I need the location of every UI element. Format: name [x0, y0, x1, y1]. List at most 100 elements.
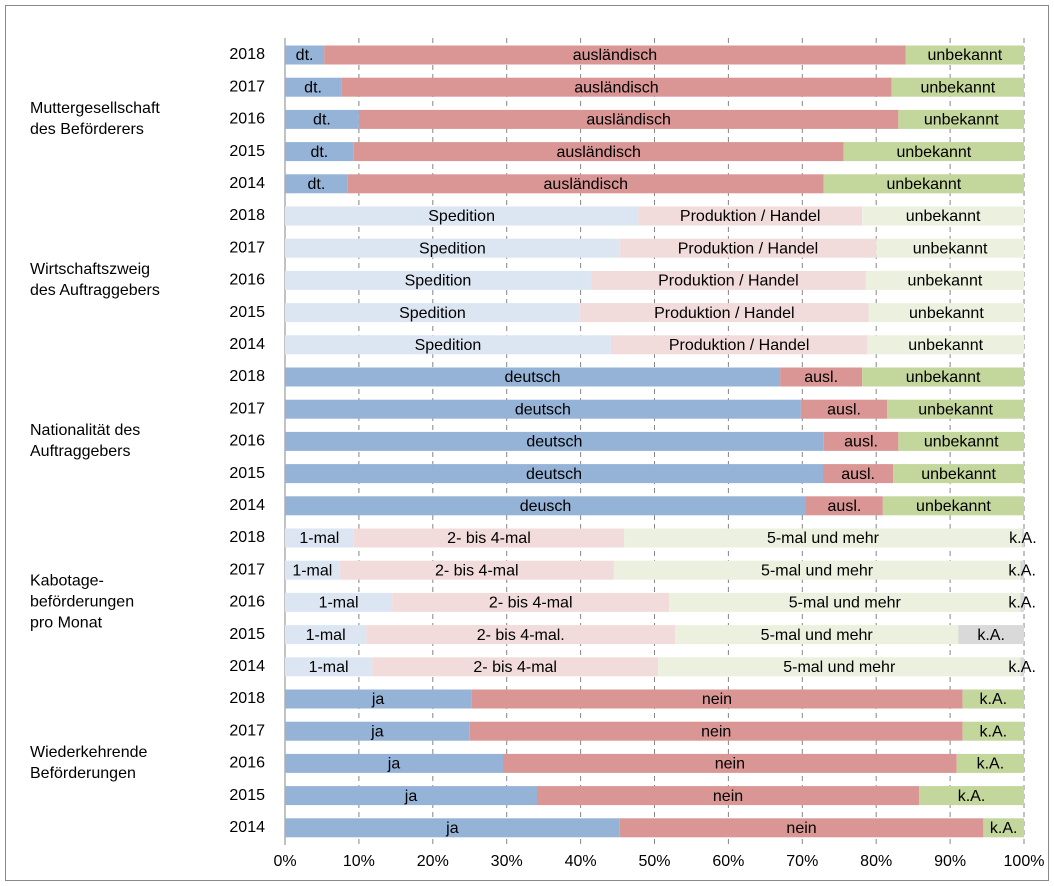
segment-label: unbekannt: [921, 466, 996, 483]
segment-label: ausl.: [827, 401, 861, 418]
segment-label: unbekannt: [916, 498, 991, 515]
bar-segment: [865, 270, 1024, 290]
bar-segment: [898, 109, 1024, 129]
x-tick-label: 90%: [934, 853, 966, 870]
bar-segment: [358, 109, 899, 129]
bar-segment: [285, 335, 611, 355]
segment-label: k.A.: [980, 723, 1008, 740]
x-tick-label: 20%: [417, 853, 449, 870]
x-tick-label: 60%: [712, 853, 744, 870]
bar-segment: [341, 77, 892, 97]
segment-label: Spedition: [415, 337, 482, 354]
bar-segment: [658, 657, 1021, 677]
segment-label: ausländisch: [556, 144, 641, 161]
bar-segment: [285, 303, 580, 323]
segment-label: deutsch: [526, 434, 582, 451]
x-tick-label: 10%: [343, 853, 375, 870]
segment-label: 5-mal und mehr: [761, 562, 874, 579]
bar-segment: [392, 592, 670, 612]
y-tick-label: 2017: [229, 78, 265, 95]
bar-segment: [285, 592, 393, 612]
bar-segment: [862, 206, 1024, 226]
bar-segment: [339, 560, 614, 580]
segment-label: 2- bis 4-mal: [489, 595, 573, 612]
bar-segment: [285, 399, 801, 419]
segment-label: dt.: [313, 112, 331, 129]
segment-label: ja: [370, 723, 384, 740]
segment-label: k.A.: [977, 627, 1005, 644]
segment-label: nein: [786, 820, 816, 837]
group-label: des Auftraggebers: [30, 282, 160, 299]
bar-segment: [285, 464, 823, 484]
bar-segment: [324, 45, 906, 65]
bar-segment: [1020, 560, 1024, 580]
x-tick-label: 70%: [786, 853, 818, 870]
bar-segment: [822, 464, 894, 484]
segment-label: 5-mal und mehr: [789, 595, 902, 612]
y-tick-label: 2014: [229, 819, 265, 836]
x-tick-label: 40%: [565, 853, 597, 870]
segment-label: Produktion / Handel: [669, 337, 810, 354]
segment-label: 5-mal und mehr: [783, 659, 896, 676]
segment-label: nein: [713, 788, 743, 805]
bar-segment: [867, 335, 1024, 355]
segment-label: k.A.: [980, 691, 1008, 708]
segment-label: ausl.: [804, 369, 838, 386]
segment-label: unbekannt: [920, 79, 995, 96]
y-tick-label: 2016: [229, 433, 265, 450]
segment-label: Spedition: [399, 305, 466, 322]
y-tick-label: 2014: [229, 175, 265, 192]
segment-label: unbekannt: [886, 176, 961, 193]
bar-segment: [285, 496, 806, 516]
y-tick-label: 2018: [229, 368, 265, 385]
bar-segment: [285, 689, 472, 709]
segment-label: ja: [445, 820, 459, 837]
segment-label: 1-mal: [319, 595, 359, 612]
bar-segment: [805, 496, 883, 516]
bar-segment: [843, 142, 1024, 162]
bar-segment: [285, 174, 348, 194]
group-label: Wirtschaftszweig: [30, 261, 150, 278]
segment-label: k.A.: [990, 820, 1018, 837]
segment-label: unbekannt: [909, 305, 984, 322]
segment-label: 2- bis 4-mal: [447, 530, 531, 547]
bar-segment: [624, 528, 1022, 548]
segment-label: dt.: [310, 144, 328, 161]
segment-label: deusch: [520, 498, 572, 515]
segment-label: k.A.: [977, 756, 1005, 773]
segment-label: ausländisch: [544, 176, 629, 193]
bar-segment: [876, 238, 1024, 258]
bar-segment: [285, 657, 373, 677]
bar-segment: [893, 464, 1024, 484]
segment-label: 5-mal und mehr: [767, 530, 880, 547]
bar-segment: [590, 270, 866, 290]
bar-segment: [579, 303, 869, 323]
segment-label: deutsch: [505, 369, 561, 386]
bar-segment: [619, 238, 877, 258]
segment-label: Produktion / Handel: [658, 273, 799, 290]
bar-segment: [285, 625, 367, 645]
segment-label: nein: [715, 756, 745, 773]
bar-segment: [285, 109, 359, 129]
y-tick-label: 2017: [229, 722, 265, 739]
segment-label: k.A.: [1008, 659, 1036, 676]
y-tick-label: 2016: [229, 755, 265, 772]
bar-segment: [898, 431, 1024, 451]
segment-label: Spedition: [428, 208, 495, 225]
segment-label: k.A.: [1008, 595, 1036, 612]
bar-segment: [962, 721, 1024, 741]
group-label: Muttergesellschaft: [30, 100, 160, 117]
segment-label: unbekannt: [908, 273, 983, 290]
bar-segment: [956, 753, 1024, 773]
segment-label: Spedition: [419, 240, 486, 257]
segment-label: k.A.: [1009, 530, 1037, 547]
bar-segment: [353, 528, 625, 548]
bar-segment: [285, 367, 781, 387]
bar-segment: [366, 625, 676, 645]
y-tick-label: 2014: [229, 658, 265, 675]
segment-label: 2- bis 4-mal: [435, 562, 519, 579]
segment-label: unbekannt: [924, 434, 999, 451]
bar-segment: [638, 206, 863, 226]
bar-segment: [285, 142, 354, 162]
